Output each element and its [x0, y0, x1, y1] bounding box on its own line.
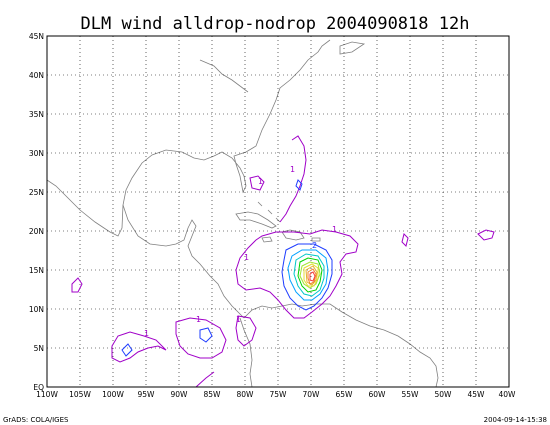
y-tick-label: 45N [29, 32, 44, 41]
x-tick-label: 100W [102, 390, 124, 399]
contour-1-bottom [195, 371, 215, 388]
x-tick-label: 85W [204, 390, 222, 399]
contour-2-south-a [121, 343, 133, 357]
y-tick-label: 25N [29, 188, 44, 197]
x-tick-label: 40W [499, 390, 517, 399]
coastline-central-america [122, 204, 245, 319]
contour-1-big [235, 229, 359, 319]
contour-label: 2 [312, 241, 317, 250]
contour-label: 1 [258, 177, 263, 186]
footer-left: GrADS: COLA/IGES [3, 416, 69, 424]
y-axis-ticks: EQ 5N 10N 15N 20N 25N 30N 35N 40N 45N [29, 32, 44, 392]
map-title: DLM wind alldrop-nodrop 2004090818 12h [81, 14, 470, 34]
x-tick-label: 75W [270, 390, 288, 399]
x-tick-label: 65W [336, 390, 354, 399]
y-tick-label: 10N [29, 305, 44, 314]
contour-lines [71, 135, 495, 388]
contour-2 [281, 243, 333, 311]
x-tick-label: 70W [303, 390, 321, 399]
y-tick-label: 20N [29, 227, 44, 236]
footer-right: 2004-09-14-15:38 [484, 416, 547, 424]
x-tick-label: 110W [36, 390, 58, 399]
y-tick-label: 15N [29, 266, 44, 275]
contour-label: 1 [244, 253, 249, 262]
map-frame: 1 1 1 1 1 1 1 2 [46, 35, 510, 388]
x-tick-label: 105W [69, 390, 91, 399]
contour-2-south-b [199, 327, 213, 343]
coastline-south-america-west [239, 317, 253, 388]
plot-border [46, 35, 510, 388]
x-axis-ticks: 110W 105W 100W 95W 90W 85W 80W 75W 70W 6… [36, 390, 516, 399]
contour-label: 1 [332, 225, 337, 234]
x-tick-label: 55W [402, 390, 420, 399]
y-tick-label: 30N [29, 149, 44, 158]
graticule [47, 36, 509, 387]
contour-label: 1 [236, 315, 241, 324]
x-tick-label: 90W [171, 390, 189, 399]
coastline-puerto-rico [311, 237, 321, 242]
contour-1-far-east [477, 229, 495, 241]
contour-1-south-b [175, 317, 227, 359]
contour-2-blob [295, 179, 303, 191]
contour-3 [287, 249, 329, 301]
contour-label: 1 [196, 315, 201, 324]
contour-1-south-c [235, 315, 257, 347]
y-tick-label: 40N [29, 71, 44, 80]
x-tick-label: 60W [369, 390, 387, 399]
coastline-great-lakes [199, 59, 249, 93]
x-tick-label: 45W [468, 390, 486, 399]
coastlines [46, 39, 439, 388]
y-tick-label: 35N [29, 110, 44, 119]
contour-4 [293, 253, 325, 297]
contour-1-small-a [249, 175, 265, 191]
contour-8 [305, 265, 318, 286]
contour-10 [309, 271, 316, 282]
contour-1-west-blob [71, 277, 83, 293]
contour-7 [303, 263, 319, 287]
y-tick-label: EQ [33, 383, 44, 392]
coastline-south-america [243, 303, 439, 388]
contour-label: 1 [144, 329, 149, 338]
contour-1-east-blob [401, 233, 409, 247]
x-tick-label: 80W [237, 390, 255, 399]
y-tick-label: 5N [34, 344, 44, 353]
x-tick-label: 95W [138, 390, 156, 399]
coastline-hispaniola [281, 229, 305, 241]
coastline-north-america [46, 39, 331, 237]
coastline-nova-scotia [339, 41, 366, 55]
x-tick-label: 50W [435, 390, 453, 399]
contour-5 [297, 257, 323, 293]
contour-9 [307, 268, 317, 285]
contour-1-north [279, 135, 307, 223]
contour-1-south-a [111, 331, 167, 363]
contour-labels: 1 1 1 1 1 1 1 2 [144, 165, 337, 338]
contour-label: 1 [290, 165, 295, 174]
contour-6 [299, 261, 321, 289]
coastline-jamaica [261, 236, 273, 243]
